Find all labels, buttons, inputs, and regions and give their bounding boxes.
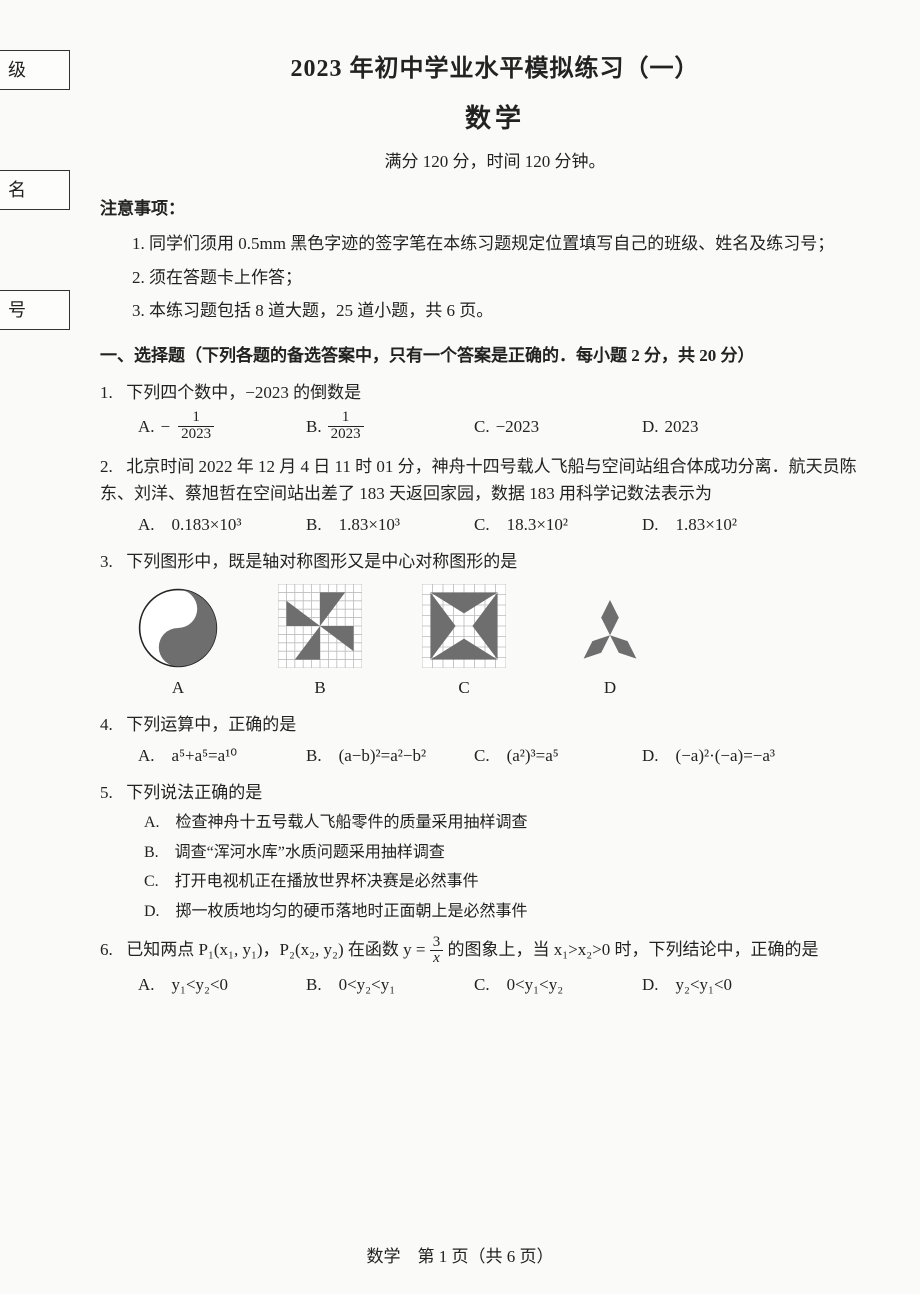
number-label: 号	[8, 296, 26, 325]
exam-info: 满分 120 分，时间 120 分钟。	[100, 148, 890, 175]
question-2: 2. 北京时间 2022 年 12 月 4 日 11 时 01 分，神舟十四号载…	[100, 453, 890, 507]
q3-text: 下列图形中，既是轴对称图形又是中心对称图形的是	[126, 552, 517, 571]
q4-optB: B. (a−b)²=a²−b²	[306, 742, 456, 769]
q2-options: A. 0.183×10³ B. 1.83×10³ C. 18.3×10² D. …	[138, 511, 890, 538]
q5-text: 下列说法正确的是	[126, 783, 262, 802]
q3-capA: A	[172, 674, 184, 701]
q3-capC: C	[458, 674, 469, 701]
notice-item: 2. 须在答题卡上作答；	[132, 264, 890, 291]
q3-optA: A	[138, 588, 218, 701]
question-1: 1. 下列四个数中，−2023 的倒数是	[100, 379, 890, 406]
q1-optB: B. 1 2023	[306, 410, 456, 443]
question-5: 5. 下列说法正确的是	[100, 779, 890, 806]
opt-label: C.	[474, 413, 490, 440]
opt-text: 2023	[665, 413, 699, 440]
q3-no: 3.	[100, 548, 122, 575]
q4-optC: C. (a²)³=a⁵	[474, 742, 624, 769]
q2-optB: B. 1.83×10³	[306, 511, 456, 538]
question-4: 4. 下列运算中，正确的是	[100, 711, 890, 738]
q4-options: A. a⁵+a⁵=a¹⁰ B. (a−b)²=a²−b² C. (a²)³=a⁵…	[138, 742, 890, 769]
q1-optC: C. −2023	[474, 410, 624, 443]
side-label-column: 级 名 号	[0, 50, 70, 330]
name-label: 名	[8, 176, 26, 205]
section1-title: 一、选择题（下列各题的备选答案中，只有一个答案是正确的．每小题 2 分，共 20…	[100, 342, 890, 369]
q5-options: A. 检查神舟十五号载人飞船零件的质量采用抽样调查 B. 调查“浑河水库”水质问…	[144, 810, 890, 924]
page-footer: 数学 第 1 页（共 6 页）	[0, 1243, 920, 1270]
bowtie-icon	[422, 584, 506, 668]
q5-optC: C. 打开电视机正在播放世界杯决赛是必然事件	[144, 869, 890, 895]
q4-no: 4.	[100, 711, 122, 738]
q6-optD: D. y₂<y₁<0	[642, 971, 792, 998]
q6-options: A. y₁<y₂<0 B. 0<y₂<y₁ C. 0<y₁<y₂ D. y₂<y…	[138, 971, 890, 998]
q5-optA: A. 检查神舟十五号载人飞船零件的质量采用抽样调查	[144, 810, 890, 836]
three-diamond-icon	[566, 598, 654, 668]
q5-optB: B. 调查“浑河水库”水质问题采用抽样调查	[144, 840, 890, 866]
notice-heading: 注意事项：	[100, 195, 890, 222]
pinwheel-icon	[278, 584, 362, 668]
fraction: 1 2023	[328, 410, 364, 443]
minus-sign: −	[161, 413, 171, 440]
opt-label: A.	[138, 413, 155, 440]
notice-item: 1. 同学们须用 0.5mm 黑色字迹的签字笔在本练习题规定位置填写自己的班级、…	[132, 230, 890, 257]
q2-optC: C. 18.3×10²	[474, 511, 624, 538]
q1-no: 1.	[100, 379, 122, 406]
frac-den: 2023	[178, 427, 214, 443]
page-body: 2023 年初中学业水平模拟练习（一） 数学 满分 120 分，时间 120 分…	[100, 50, 890, 1006]
opt-label: D.	[642, 413, 659, 440]
q1-optD: D. 2023	[642, 410, 792, 443]
q6-body: 已知两点 P₁(x₁, y₁)，P₂(x₂, y₂) 在函数 y = 3 x 的…	[126, 940, 818, 959]
q5-no: 5.	[100, 779, 122, 806]
fraction: 3 x	[430, 935, 444, 968]
q4-optA: A. a⁵+a⁵=a¹⁰	[138, 742, 288, 769]
number-box: 号	[0, 290, 70, 330]
q3-optB: B	[278, 584, 362, 701]
question-6: 6. 已知两点 P₁(x₁, y₁)，P₂(x₂, y₂) 在函数 y = 3 …	[100, 935, 890, 968]
q6-no: 6.	[100, 936, 122, 963]
q6-tail: 的图象上，当 x₁>x₂>0 时，下列结论中，正确的是	[447, 940, 818, 959]
taiji-icon	[138, 588, 218, 668]
frac-num: 1	[328, 410, 364, 427]
q5-optD: D. 掷一枚质地均匀的硬币落地时正面朝上是必然事件	[144, 899, 890, 925]
q1-options: A. − 1 2023 B. 1 2023 C. −2023 D. 2023	[138, 410, 890, 443]
name-box: 名	[0, 170, 70, 210]
q3-capD: D	[604, 674, 616, 701]
q1-text: 下列四个数中，−2023 的倒数是	[126, 383, 361, 402]
q4-optD: D. (−a)²·(−a)=−a³	[642, 742, 792, 769]
grade-box: 级	[0, 50, 70, 90]
exam-title: 2023 年初中学业水平模拟练习（一）	[100, 50, 890, 88]
q3-options: A B	[138, 584, 890, 701]
notice-item: 3. 本练习题包括 8 道大题，25 道小题，共 6 页。	[132, 297, 890, 324]
opt-label: B.	[306, 413, 322, 440]
q6-optA: A. y₁<y₂<0	[138, 971, 288, 998]
frac-num: 3	[430, 935, 444, 952]
q6-optC: C. 0<y₁<y₂	[474, 971, 624, 998]
q6-optB: B. 0<y₂<y₁	[306, 971, 456, 998]
q3-optC: C	[422, 584, 506, 701]
grade-label: 级	[8, 56, 26, 85]
fraction: 1 2023	[178, 410, 214, 443]
q2-optA: A. 0.183×10³	[138, 511, 288, 538]
notice-list: 1. 同学们须用 0.5mm 黑色字迹的签字笔在本练习题规定位置填写自己的班级、…	[132, 230, 890, 324]
q3-capB: B	[314, 674, 325, 701]
q3-optD: D	[566, 598, 654, 701]
question-3: 3. 下列图形中，既是轴对称图形又是中心对称图形的是	[100, 548, 890, 575]
opt-text: −2023	[496, 413, 540, 440]
frac-den: 2023	[328, 427, 364, 443]
q2-optD: D. 1.83×10²	[642, 511, 792, 538]
q4-text: 下列运算中，正确的是	[126, 715, 296, 734]
q2-no: 2.	[100, 453, 122, 480]
frac-num: 1	[178, 410, 214, 427]
frac-den: x	[430, 951, 444, 967]
exam-subject: 数学	[100, 98, 890, 140]
q1-optA: A. − 1 2023	[138, 410, 288, 443]
q6-lead: 已知两点 P₁(x₁, y₁)，P₂(x₂, y₂) 在函数 y =	[126, 940, 429, 959]
q2-text: 北京时间 2022 年 12 月 4 日 11 时 01 分，神舟十四号载人飞船…	[100, 457, 857, 503]
